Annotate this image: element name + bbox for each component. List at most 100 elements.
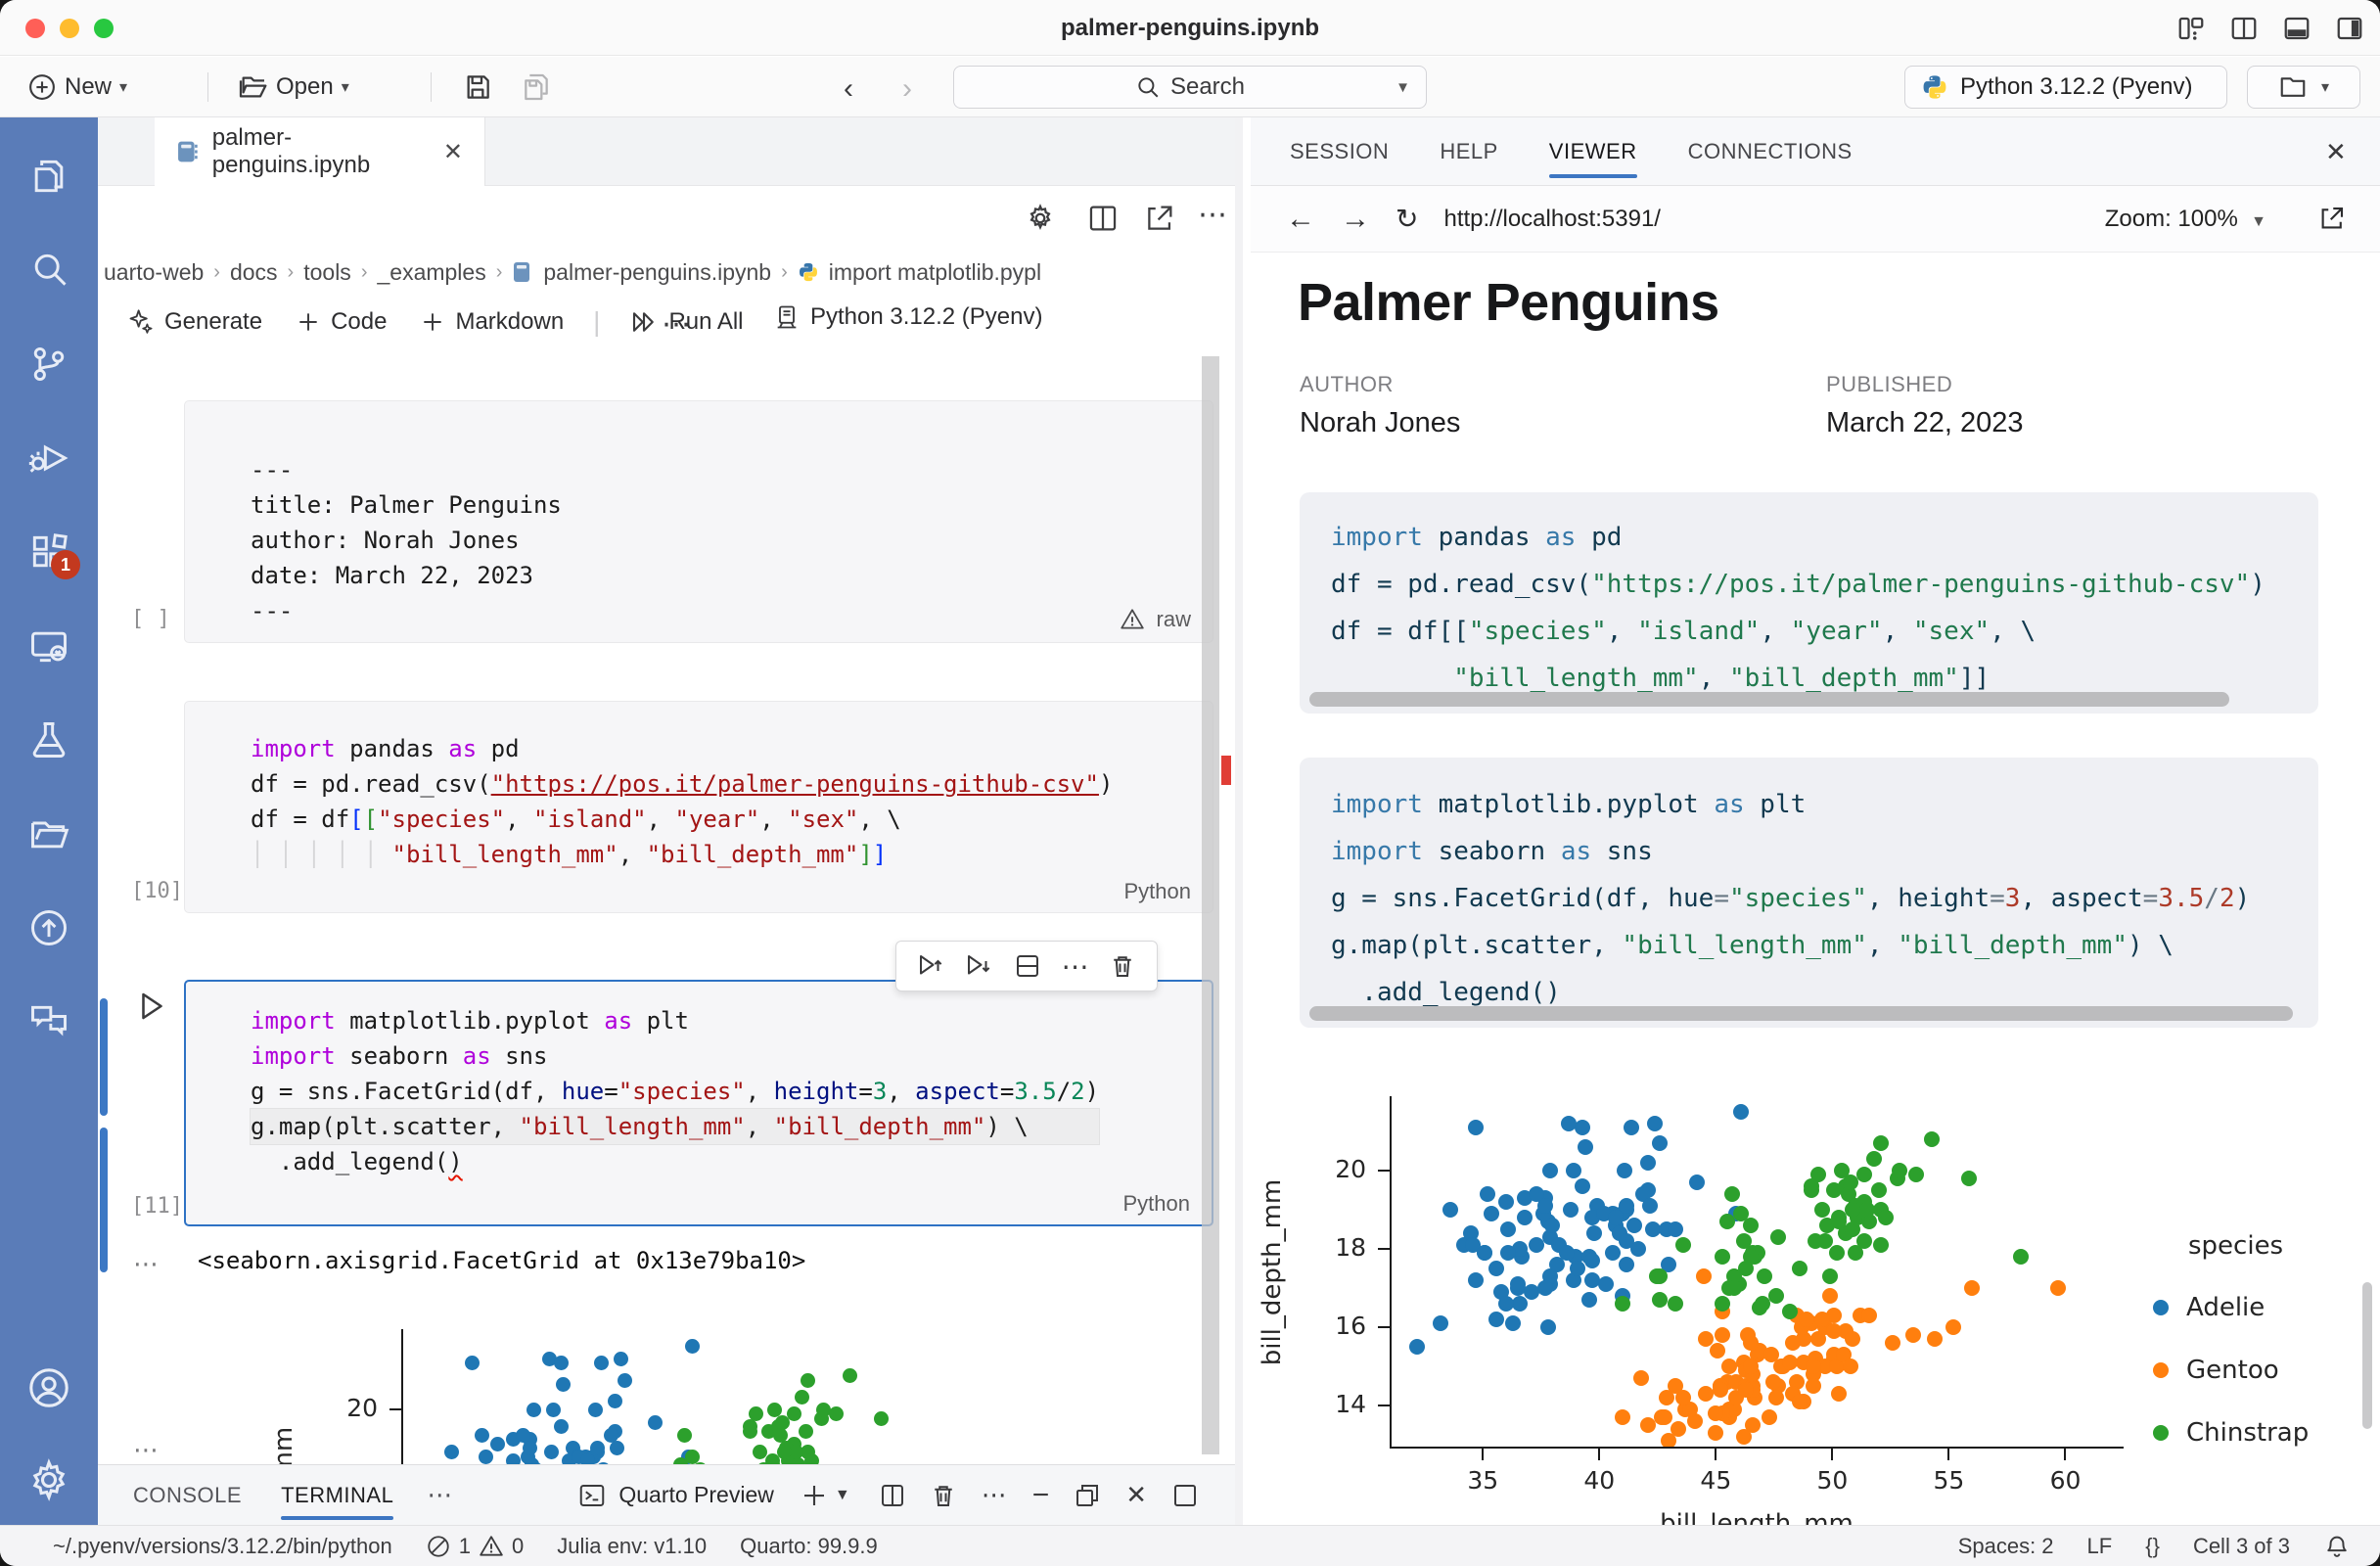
open-external-icon[interactable]: [1143, 202, 1176, 235]
sidebar-item-source-control[interactable]: [0, 335, 98, 393]
code-horizontal-scrollbar[interactable]: [1309, 1006, 2293, 1021]
doc-code-block-1[interactable]: import pandas as pd df = pd.read_csv("htt…: [1300, 492, 2318, 714]
sidebar-item-remote-explorer[interactable]: [0, 617, 98, 675]
cell-11-code[interactable]: import matplotlib.pyplot as plt import se…: [251, 1003, 1100, 1179]
cell-11[interactable]: import matplotlib.pyplot as plt import se…: [184, 980, 1213, 1226]
split-cell-icon[interactable]: [1013, 951, 1042, 981]
panel-more-tabs-icon[interactable]: ⋯: [427, 1480, 453, 1509]
viewer-url[interactable]: http://localhost:5391/: [1443, 205, 1661, 232]
status-julia-env[interactable]: Julia env: v1.10: [557, 1534, 707, 1559]
editor-more-actions-icon[interactable]: ⋯: [1198, 199, 1227, 231]
add-code-cell-button[interactable]: Code: [286, 302, 396, 342]
cell-raw-code[interactable]: --- title: Palmer Penguins author: Norah J…: [251, 452, 562, 628]
search-input[interactable]: Search ▼: [953, 66, 1427, 109]
sidebar-item-search[interactable]: [0, 241, 98, 299]
sidebar-item-debug[interactable]: [0, 429, 98, 487]
forward-button[interactable]: ›: [902, 72, 912, 105]
tab-terminal[interactable]: TERMINAL: [273, 1465, 401, 1526]
interpreter-button[interactable]: Python 3.12.2 (Pyenv): [1904, 66, 2227, 109]
restore-panel-icon[interactable]: [1073, 1481, 1102, 1510]
panel-more-actions-icon[interactable]: ⋯: [981, 1480, 1007, 1509]
close-panel-icon[interactable]: ✕: [1125, 1480, 1148, 1509]
workspace-folder-button[interactable]: ▾: [2247, 66, 2360, 109]
status-problems[interactable]: 1 0: [426, 1534, 524, 1559]
tab-console[interactable]: CONSOLE: [125, 1465, 250, 1526]
split-editor-icon[interactable]: [2229, 14, 2259, 43]
minimize-panel-icon[interactable]: −: [1031, 1478, 1050, 1511]
toggle-secondary-sidebar-icon[interactable]: [2335, 14, 2364, 43]
code-horizontal-scrollbar[interactable]: [1309, 692, 2229, 707]
cell-more-actions-icon[interactable]: ⋯: [1061, 950, 1089, 982]
new-terminal-icon[interactable]: [800, 1481, 829, 1510]
breadcrumb-item[interactable]: tools: [303, 258, 351, 285]
status-quarto-version[interactable]: Quarto: 99.9.9: [740, 1534, 878, 1559]
viewer-back-icon[interactable]: ←: [1286, 202, 1315, 235]
sidebar-item-account[interactable]: [0, 1359, 98, 1417]
tab-help[interactable]: HELP: [1440, 117, 1497, 186]
notebook-settings-gear-icon[interactable]: [1024, 202, 1057, 235]
save-icon[interactable]: [462, 71, 493, 103]
open-in-browser-icon[interactable]: [2317, 204, 2347, 233]
status-cell-position[interactable]: Cell 3 of 3: [2193, 1534, 2290, 1559]
editor-scrollbar[interactable]: [1202, 356, 1219, 1454]
sidebar-item-settings[interactable]: [0, 1451, 98, 1509]
output-collapse-icon[interactable]: ⋯: [133, 1435, 160, 1464]
close-secondary-panel-icon[interactable]: ✕: [2325, 137, 2347, 166]
sidebar-item-explorer[interactable]: [0, 147, 98, 206]
viewer-reload-icon[interactable]: ↻: [1396, 204, 1419, 234]
run-above-icon[interactable]: [916, 951, 945, 981]
status-indentation[interactable]: Spaces: 2: [1958, 1534, 2054, 1559]
viewer-scrollbar[interactable]: [2362, 1282, 2372, 1429]
breadcrumb-item[interactable]: _examples: [377, 258, 486, 285]
notebook-more-actions-icon[interactable]: ⋯: [662, 308, 691, 341]
tab-palmer-penguins[interactable]: palmer-penguins.ipynb ✕: [155, 117, 485, 186]
cell-10[interactable]: import pandas as pd df = pd.read_csv("htt…: [184, 701, 1213, 913]
tab-connections[interactable]: CONNECTIONS: [1688, 117, 1853, 186]
status-python-path[interactable]: ~/.pyenv/versions/3.12.2/bin/python: [53, 1534, 392, 1559]
breadcrumb-item[interactable]: docs: [229, 258, 278, 285]
tab-session[interactable]: SESSION: [1290, 117, 1389, 186]
status-eol[interactable]: LF: [2087, 1534, 2113, 1559]
run-all-button[interactable]: Run All: [619, 301, 753, 343]
close-traffic-light[interactable]: [25, 19, 45, 38]
quarto-preview-session[interactable]: Quarto Preview: [577, 1481, 774, 1510]
save-all-icon[interactable]: [521, 71, 552, 103]
toggle-panel-icon[interactable]: [2282, 14, 2311, 43]
breadcrumb-item[interactable]: uarto-web: [104, 258, 205, 285]
cell-10-code[interactable]: import pandas as pd df = pd.read_csv("htt…: [251, 731, 1113, 872]
doc-code-block-2[interactable]: import matplotlib.pyplot as plt import se…: [1300, 758, 2318, 1028]
open-button[interactable]: Open ▾: [237, 57, 349, 117]
run-cell-icon[interactable]: [133, 989, 168, 1024]
breadcrumb-item[interactable]: palmer-penguins.ipynb: [543, 258, 772, 285]
run-below-icon[interactable]: [964, 951, 993, 981]
viewer-forward-icon[interactable]: →: [1341, 202, 1370, 235]
sidebar-item-publish[interactable]: [0, 898, 98, 957]
cell-language-picker[interactable]: raw: [1120, 607, 1191, 632]
maximize-traffic-light[interactable]: [94, 19, 114, 38]
output-collapse-icon[interactable]: ⋯: [133, 1249, 160, 1278]
sidebar-item-workspace[interactable]: [0, 805, 98, 863]
delete-cell-icon[interactable]: [1108, 951, 1137, 981]
split-editor-right-icon[interactable]: [1086, 202, 1120, 235]
breadcrumb-item[interactable]: import matplotlib.pypl: [828, 258, 1042, 285]
kill-terminal-icon[interactable]: [929, 1481, 958, 1510]
sidebar-item-testing[interactable]: [0, 711, 98, 769]
split-terminal-icon[interactable]: [878, 1481, 907, 1510]
generate-button[interactable]: Generate: [117, 302, 272, 342]
status-language-mode[interactable]: {}: [2145, 1534, 2160, 1559]
new-button[interactable]: New ▾: [27, 57, 127, 117]
add-markdown-cell-button[interactable]: Markdown: [410, 302, 573, 342]
cell-raw[interactable]: --- title: Palmer Penguins author: Norah J…: [184, 400, 1213, 643]
maximize-panel-icon[interactable]: [1170, 1481, 1200, 1510]
kernel-selector-button[interactable]: Python 3.12.2 (Pyenv): [763, 298, 1052, 337]
viewer-zoom-control[interactable]: Zoom: 100% ▼: [2105, 206, 2266, 233]
terminal-dropdown-icon[interactable]: ▼: [834, 1486, 850, 1503]
sidebar-item-extensions[interactable]: 1: [0, 523, 98, 581]
minimize-traffic-light[interactable]: [60, 19, 79, 38]
back-button[interactable]: ‹: [844, 72, 853, 105]
customize-layout-icon[interactable]: [2176, 14, 2206, 43]
status-notifications[interactable]: [2323, 1533, 2351, 1560]
sidebar-item-comments[interactable]: [0, 992, 98, 1051]
tab-viewer[interactable]: VIEWER: [1548, 117, 1637, 186]
tab-close-icon[interactable]: ✕: [442, 138, 463, 165]
